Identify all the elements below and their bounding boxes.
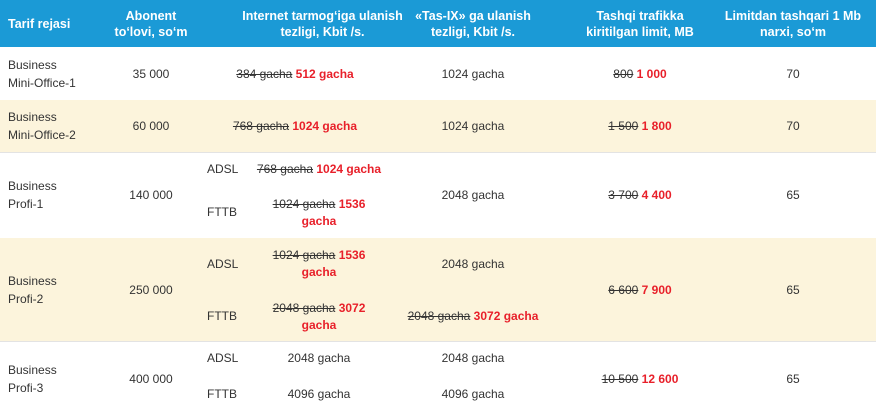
traffic-limit: 3 700 4 400 bbox=[555, 152, 725, 238]
tarif-name-line2: Profi-3 bbox=[8, 380, 44, 395]
table-header: Tarif rejasi Abonent to‘lovi, so‘m Inter… bbox=[0, 0, 876, 47]
limit-old: 6 600 bbox=[608, 282, 639, 297]
speed-new: 1024 gacha bbox=[316, 162, 382, 176]
adsl-label: ADSL bbox=[207, 162, 239, 176]
abonent-fee: 250 000 bbox=[129, 282, 173, 297]
fttb-label: FTTB bbox=[207, 309, 237, 323]
limit-old: 3 700 bbox=[608, 188, 639, 202]
tarif-name: Business Profi-2 bbox=[8, 238, 57, 341]
speed-old: 384 gacha bbox=[236, 66, 293, 81]
limit-new: 7 900 bbox=[641, 282, 672, 297]
tasix-fttb-speed: 4096 gacha bbox=[441, 387, 505, 401]
header-abonent: Abonent to‘lovi, so‘m bbox=[114, 8, 188, 39]
tasix-speed: 1024 gacha bbox=[441, 66, 505, 81]
speed-new-cont: gacha bbox=[301, 265, 337, 279]
tarif-name-line2: Mini-Office-1 bbox=[8, 75, 76, 90]
speed-new: 1024 gacha bbox=[292, 119, 358, 133]
speed-new: 512 gacha bbox=[295, 66, 354, 81]
adsl-speed: 768 gacha 1024 gacha bbox=[248, 162, 390, 176]
tasix-new: 3072 gacha bbox=[473, 309, 539, 323]
extra-mb-price: 70 bbox=[786, 66, 800, 81]
header-speed: Internet tarmog‘iga ulanish tezligi, Kbi… bbox=[242, 8, 403, 39]
limit-old: 800 bbox=[613, 66, 634, 81]
tasix-adsl-speed: 2048 gacha bbox=[441, 257, 505, 271]
fttb-label: FTTB bbox=[207, 205, 237, 219]
fttb-speed: 2048 gacha 3072 gacha bbox=[248, 300, 390, 334]
header-price: Limitdan tashqari 1 Mb narxi, so‘m bbox=[724, 8, 862, 39]
speed-new-cont: gacha bbox=[301, 214, 337, 228]
tarif-name: Business Profi-1 bbox=[8, 152, 57, 238]
row-divider bbox=[0, 152, 876, 153]
tarif-name-line2: Profi-1 bbox=[8, 197, 44, 211]
tarif-name: Business Profi-3 bbox=[8, 341, 57, 416]
header-limit: Tashqi trafikka kiritilgan limit, MB bbox=[586, 8, 694, 39]
table-row: Business Mini-Office-1 35 000 384 gacha 5… bbox=[0, 47, 876, 100]
speed-old: 768 gacha bbox=[256, 162, 313, 176]
tarif-name-line2: Profi-2 bbox=[8, 291, 44, 306]
tasix-fttb-speed: 2048 gacha 3072 gacha bbox=[378, 309, 568, 323]
fttb-speed: 4096 gacha bbox=[287, 387, 351, 401]
limit-new: 1 000 bbox=[636, 66, 667, 81]
table-row: Business Profi-2 250 000 ADSL 1024 gacha … bbox=[0, 238, 876, 341]
adsl-label: ADSL bbox=[207, 257, 239, 271]
adsl-speed: 2048 gacha bbox=[287, 351, 351, 365]
tarif-name: Business Mini-Office-1 bbox=[8, 47, 76, 100]
limit-old: 1 500 bbox=[608, 119, 639, 133]
tasix-speed: 2048 gacha bbox=[441, 188, 505, 202]
tarif-name: Business Mini-Office-2 bbox=[8, 100, 76, 152]
traffic-limit: 10 500 12 600 bbox=[555, 341, 725, 416]
adsl-speed: 1024 gacha 1536 gacha bbox=[248, 247, 390, 281]
tarif-name-line1: Business bbox=[8, 110, 57, 124]
limit-new: 4 400 bbox=[641, 188, 672, 202]
abonent-fee: 140 000 bbox=[129, 188, 173, 202]
header-tarif: Tarif rejasi bbox=[8, 16, 71, 31]
traffic-limit: 800 1 000 bbox=[555, 47, 725, 100]
table-row: Business Profi-1 140 000 ADSL 768 gacha 1… bbox=[0, 152, 876, 238]
speed-value: 384 gacha 512 gacha bbox=[200, 47, 390, 100]
speed-old: 1024 gacha bbox=[272, 248, 336, 262]
tarif-name-line1: Business bbox=[8, 179, 57, 193]
table-row: Business Profi-3 400 000 ADSL 2048 gacha … bbox=[0, 341, 876, 416]
extra-mb-price: 65 bbox=[786, 188, 800, 202]
extra-mb-price: 70 bbox=[786, 119, 800, 133]
table-row: Business Mini-Office-2 60 000 768 gacha 1… bbox=[0, 100, 876, 152]
tarif-name-line1: Business bbox=[8, 273, 57, 288]
extra-mb-price: 65 bbox=[786, 282, 800, 297]
speed-old: 2048 gacha bbox=[272, 301, 336, 315]
row-divider bbox=[0, 341, 876, 342]
tasix-adsl-speed: 2048 gacha bbox=[441, 351, 505, 365]
traffic-limit: 1 500 1 800 bbox=[555, 100, 725, 152]
fttb-label: FTTB bbox=[207, 387, 237, 401]
speed-value: 768 gacha 1024 gacha bbox=[200, 100, 390, 152]
abonent-fee: 60 000 bbox=[132, 119, 170, 133]
limit-old: 10 500 bbox=[601, 371, 639, 386]
speed-old: 768 gacha bbox=[232, 119, 289, 133]
tasix-old: 2048 gacha bbox=[407, 309, 471, 323]
tarif-name-line1: Business bbox=[8, 57, 57, 72]
limit-new: 1 800 bbox=[641, 119, 672, 133]
tasix-speed: 1024 gacha bbox=[441, 119, 505, 133]
header-tasix: «Tas-IX» ga ulanish tezligi, Kbit /s. bbox=[415, 8, 531, 39]
extra-mb-price: 65 bbox=[786, 371, 800, 386]
speed-new: 1536 bbox=[338, 197, 366, 211]
fttb-speed: 1024 gacha 1536 gacha bbox=[248, 196, 390, 230]
speed-new-cont: gacha bbox=[301, 318, 337, 332]
traffic-limit: 6 600 7 900 bbox=[555, 238, 725, 341]
tarif-name-line1: Business bbox=[8, 362, 57, 377]
tarif-name-line2: Mini-Office-2 bbox=[8, 128, 76, 142]
adsl-label: ADSL bbox=[207, 351, 239, 365]
speed-old: 1024 gacha bbox=[272, 197, 336, 211]
abonent-fee: 400 000 bbox=[129, 371, 173, 386]
limit-new: 12 600 bbox=[641, 371, 679, 386]
abonent-fee: 35 000 bbox=[132, 66, 170, 81]
speed-new: 1536 bbox=[338, 248, 366, 262]
speed-new: 3072 bbox=[338, 301, 366, 315]
